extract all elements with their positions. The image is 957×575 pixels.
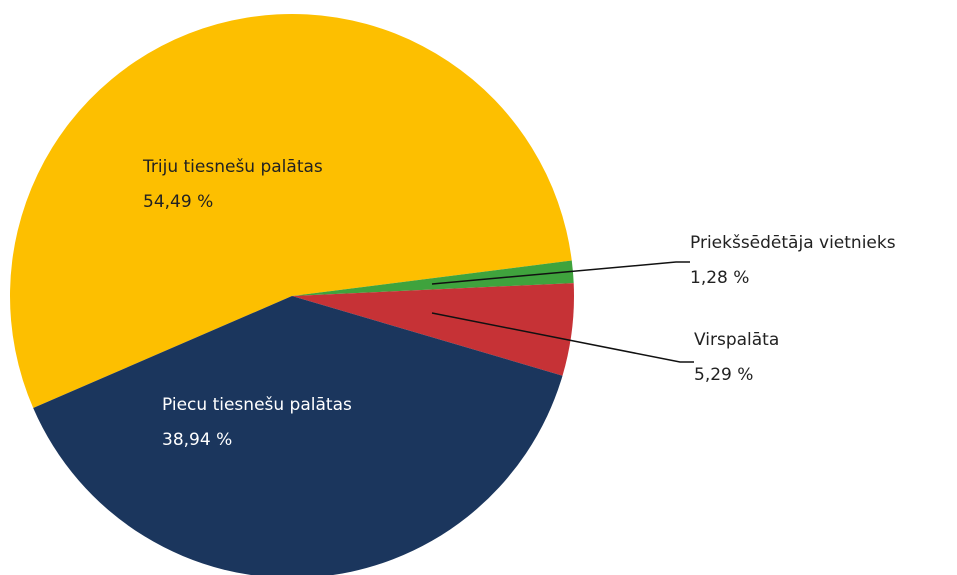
slice-value-label: 38,94 %	[162, 430, 232, 450]
slice-value-label: 5,29 %	[694, 365, 753, 385]
slice-label: Piecu tiesnešu palātas	[162, 395, 352, 415]
slice-label: Virspalāta	[694, 330, 779, 350]
slice-value-label: 1,28 %	[690, 268, 749, 288]
leader-line	[431, 312, 694, 363]
pie-slice	[292, 260, 574, 296]
pie-slice	[33, 296, 563, 575]
leader-line	[431, 261, 690, 285]
slice-value-label: 54,49 %	[143, 192, 213, 212]
slice-label: Triju tiesnešu palātas	[142, 157, 323, 177]
pie-slice	[10, 14, 572, 408]
slice-label: Priekšsēdētāja vietnieks	[690, 233, 896, 253]
pie-slice	[292, 283, 574, 376]
